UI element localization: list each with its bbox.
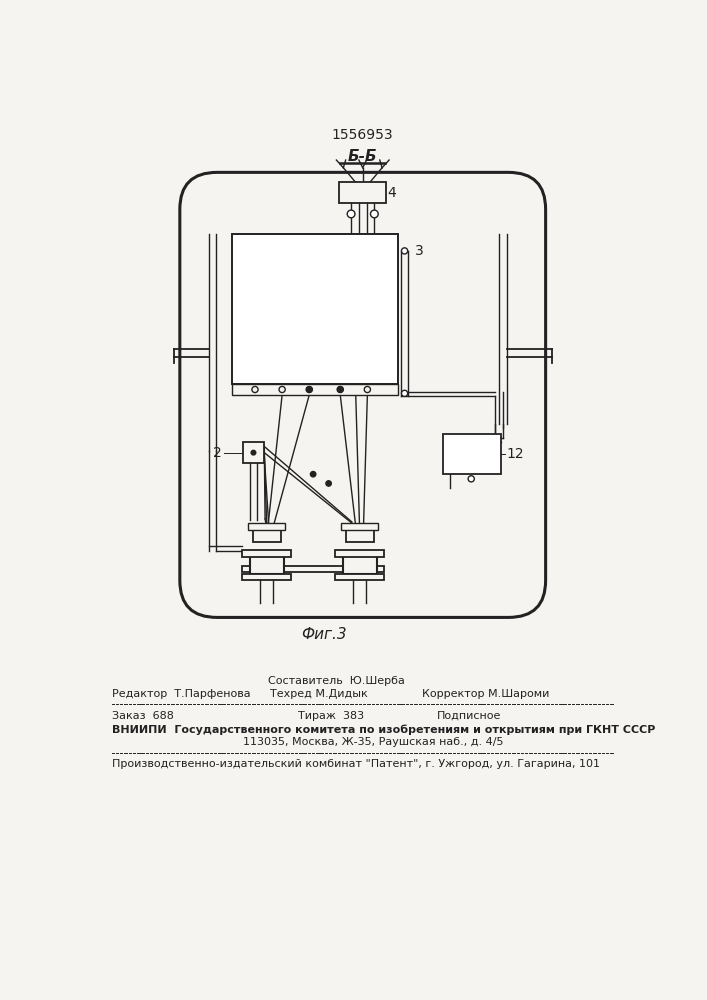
Circle shape	[337, 387, 343, 392]
Circle shape	[252, 386, 258, 393]
Circle shape	[402, 390, 408, 396]
Circle shape	[310, 472, 316, 477]
Text: 2: 2	[213, 446, 222, 460]
Circle shape	[370, 210, 378, 218]
Text: Производственно-издательский комбинат "Патент", г. Ужгород, ул. Гагарина, 101: Производственно-издательский комбинат "П…	[112, 759, 600, 769]
Text: Заказ  688: Заказ 688	[112, 711, 173, 721]
Circle shape	[364, 386, 370, 393]
Bar	[335, 574, 385, 580]
Text: 12: 12	[507, 447, 525, 461]
Text: 4: 4	[387, 186, 397, 200]
Bar	[252, 528, 281, 542]
Text: Корректор М.Шароми: Корректор М.Шароми	[421, 689, 549, 699]
Bar	[248, 523, 285, 530]
Circle shape	[306, 386, 312, 393]
Bar	[250, 555, 284, 574]
Circle shape	[337, 386, 344, 393]
Bar	[343, 555, 377, 574]
Circle shape	[326, 481, 332, 486]
Circle shape	[307, 387, 312, 392]
Circle shape	[468, 476, 474, 482]
Bar	[232, 234, 398, 384]
Circle shape	[251, 450, 256, 455]
Bar	[346, 528, 373, 542]
Text: 1556953: 1556953	[332, 128, 394, 142]
Bar	[341, 523, 378, 530]
Bar	[443, 434, 501, 474]
Text: Техред М.Дидык: Техред М.Дидык	[271, 689, 368, 699]
Text: Тираж  383: Тираж 383	[298, 711, 363, 721]
Text: Б-Б: Б-Б	[348, 149, 378, 164]
Bar	[232, 384, 398, 395]
Text: Фиг.3: Фиг.3	[301, 627, 347, 642]
Bar	[335, 550, 385, 557]
Text: Редактор  Т.Парфенова: Редактор Т.Парфенова	[112, 689, 250, 699]
Text: Подписное: Подписное	[437, 711, 501, 721]
Circle shape	[347, 210, 355, 218]
Bar	[339, 182, 386, 203]
Text: 113035, Москва, Ж-35, Раушская наб., д. 4/5: 113035, Москва, Ж-35, Раушская наб., д. …	[243, 737, 504, 747]
Text: 3: 3	[416, 244, 424, 258]
FancyBboxPatch shape	[180, 172, 546, 617]
Circle shape	[279, 386, 285, 393]
Text: Составитель  Ю.Шерба: Составитель Ю.Шерба	[268, 676, 405, 686]
Text: ВНИИПИ  Государственного комитета по изобретениям и открытиям при ГКНТ СССР: ВНИИПИ Государственного комитета по изоб…	[112, 725, 655, 735]
Bar	[243, 442, 264, 463]
Bar	[242, 550, 291, 557]
Circle shape	[402, 248, 408, 254]
Bar	[242, 574, 291, 580]
Bar	[242, 566, 385, 572]
